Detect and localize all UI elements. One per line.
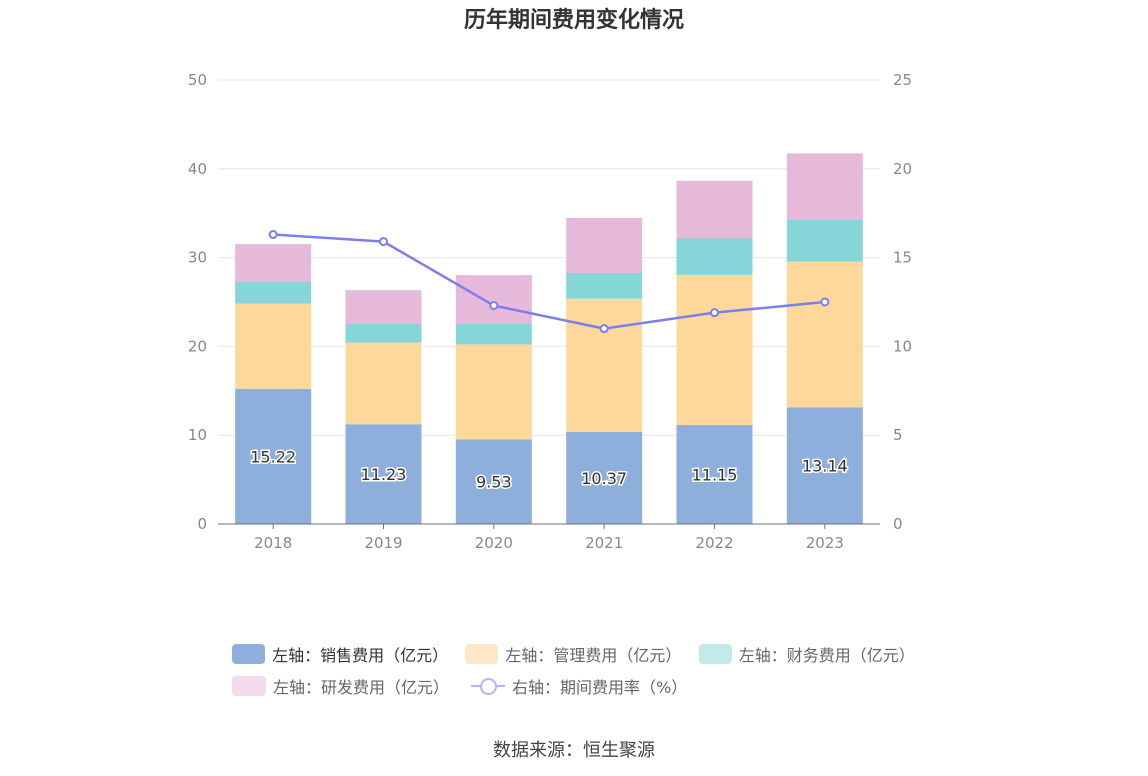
bar-sales [235,388,312,524]
legend-item-rnd[interactable]: 左轴：研发费用（亿元） [232,674,449,698]
y-left-tick-label: 50 [188,71,207,89]
y-right-tick-label: 25 [893,71,912,89]
x-tick-label: 2021 [585,534,623,552]
legend-item-admin[interactable]: 左轴：管理费用（亿元） [465,642,682,666]
bar-admin [235,303,312,389]
y-right-tick-label: 0 [893,515,903,533]
y-right-tick-label: 20 [893,160,912,178]
y-left-tick-label: 20 [188,337,207,355]
y-left-tick-label: 10 [188,426,207,444]
legend-label-finance: 左轴：财务费用（亿元） [738,646,915,665]
bar-rnd [676,180,753,239]
bar-rnd [235,244,312,282]
grid-lines [218,79,880,436]
legend-item-rate[interactable]: 右轴：期间费用率（%） [471,674,687,698]
bar-rnd [566,217,643,273]
legend-swatch-finance [698,644,732,664]
legend-swatch-rnd [232,676,266,696]
y-left-tick-label: 40 [188,160,207,178]
rate-point [710,308,719,318]
x-tick-label: 2019 [364,534,402,552]
data-label-sales: 10.37 [581,469,627,488]
rate-point [379,237,388,247]
data-label-sales: 11.23 [361,465,407,484]
bar-admin [455,344,532,440]
bar-rnd [345,290,422,324]
chart-svg: 15.22 11.23 9.53 10.37 11.15 13.14 0 10 20 30 40 5… [188,71,912,552]
x-tick-label: 2022 [695,534,733,552]
bar-sales [566,431,643,524]
bar-finance [345,323,422,343]
bar-finance [676,238,753,275]
x-tick-label: 2018 [254,534,292,552]
legend-swatch-rate-marker [480,678,498,695]
bar-sales [345,424,422,524]
bar-admin [786,261,863,408]
data-label-sales: 13.14 [802,457,848,476]
x-tick-label: 2020 [475,534,513,552]
chart-title: 历年期间费用变化情况 [463,8,684,33]
legend-label-rnd: 左轴：研发费用（亿元） [273,678,450,697]
bar-finance [235,281,312,304]
bar-admin [676,274,753,425]
rate-point [820,297,830,307]
bar-admin [566,298,643,432]
y-right-tick-label: 15 [893,249,912,267]
bar-finance [786,219,863,262]
data-label-sales: 15.22 [250,447,296,466]
rate-line [273,233,825,330]
legend-row-2: 左轴：研发费用（亿元） 右轴：期间费用率（%） [232,670,932,702]
legend-swatch-sales [232,644,266,664]
data-label-sales: 9.53 [476,473,512,492]
data-labels-group: 15.22 11.23 9.53 10.37 11.15 13.14 [249,446,849,493]
x-tick-label: 2023 [806,534,844,552]
y-right-tick-label: 5 [893,426,903,444]
legend-item-sales[interactable]: 左轴：销售费用（亿元） [232,642,449,666]
bar-rnd [455,275,532,324]
rate-line-group [268,230,830,334]
bar-sales [786,407,863,524]
legend-label-admin: 左轴：管理费用（亿元） [505,646,682,665]
legend-label-rate: 右轴：期间费用率（%） [512,678,688,697]
legend-label-sales: 左轴：销售费用（亿元） [272,646,449,665]
legend-row-1: 左轴：销售费用（亿元） 左轴：管理费用（亿元） 左轴：财务费用（亿元） [232,638,932,670]
bar-finance [566,272,643,299]
y-left-tick-label: 0 [197,515,207,533]
bar-sales [676,424,753,524]
legend: 左轴：销售费用（亿元） 左轴：管理费用（亿元） 左轴：财务费用（亿元） 左轴：研… [232,638,932,702]
legend-swatch-admin [465,644,499,664]
bar-rnd [786,153,863,220]
data-label-sales: 11.15 [692,465,738,484]
bar-admin [345,342,422,425]
bar-sales [455,439,532,524]
y-left-tick-label: 30 [188,249,207,267]
legend-swatch-rate [471,676,506,696]
rate-point [268,230,278,240]
bar-finance [455,323,532,345]
axes-group: 0 10 20 30 40 50 0 5 10 15 20 25 2018 2019 2020 2021 202… [188,71,912,552]
rate-point [489,301,499,311]
data-source: 数据来源：恒生聚源 [493,740,655,761]
y-right-tick-label: 10 [893,337,912,355]
rate-point [599,324,609,334]
legend-item-finance[interactable]: 左轴：财务费用（亿元） [698,642,915,666]
bars-group [235,153,863,524]
